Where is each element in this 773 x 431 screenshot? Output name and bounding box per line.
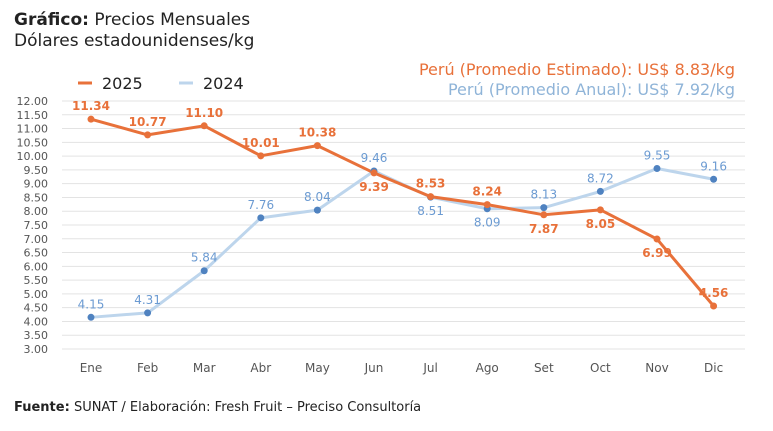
data-point-2024 <box>87 313 95 321</box>
data-label-2024: 7.76 <box>247 198 274 212</box>
x-tick-label: Nov <box>645 361 668 375</box>
footer-bold: Fuente: <box>14 400 70 415</box>
data-point-2025 <box>596 206 604 214</box>
data-label-2024: 9.46 <box>361 151 388 165</box>
y-tick-label: 7.50 <box>24 219 49 232</box>
data-label-2025: 8.05 <box>586 217 616 231</box>
x-tick-label: Ene <box>80 361 103 375</box>
y-tick-label: 9.50 <box>24 164 49 177</box>
legend-label: 2024 <box>203 74 244 93</box>
y-tick-label: 3.00 <box>24 343 49 356</box>
y-tick-label: 8.50 <box>24 191 49 204</box>
footer-text: SUNAT / Elaboración: Fresh Fruit – Preci… <box>73 400 422 415</box>
source-footer: Fuente: SUNAT / Elaboración: Fresh Fruit… <box>14 400 421 415</box>
data-label-2025: 4.56 <box>699 286 729 300</box>
x-tick-label: Ago <box>476 361 499 375</box>
x-tick-label: Jul <box>422 361 437 375</box>
data-label-2024: 8.09 <box>474 216 501 230</box>
data-point-2025 <box>313 142 321 150</box>
data-label-2024: 5.84 <box>191 251 218 265</box>
data-point-2024 <box>144 309 152 317</box>
data-point-2024 <box>313 206 321 214</box>
series-line-2024 <box>90 167 714 319</box>
y-tick-label: 4.00 <box>24 315 49 328</box>
data-point-2024 <box>596 187 604 195</box>
data-point-2025 <box>710 302 718 310</box>
data-point-2024 <box>653 165 661 173</box>
data-point-2025 <box>257 152 265 160</box>
x-tick-label: Oct <box>590 361 611 375</box>
y-tick-label: 6.50 <box>24 247 49 260</box>
data-label-2025: 8.24 <box>472 185 502 199</box>
data-label-2024: 8.72 <box>587 171 614 185</box>
y-tick-label: 3.50 <box>24 329 49 342</box>
y-tick-label: 12.00 <box>17 95 49 108</box>
data-label-2024: 8.04 <box>304 190 331 204</box>
subtitle: Dólares estadounidenses/kg <box>14 31 255 51</box>
data-point-2025 <box>144 131 152 139</box>
y-tick-label: 7.00 <box>24 233 49 246</box>
data-point-2025 <box>370 169 378 177</box>
data-point-2025 <box>653 235 661 243</box>
data-label-2025: 11.34 <box>72 99 110 113</box>
data-point-2024 <box>540 204 548 212</box>
data-label-2025: 7.87 <box>529 222 559 236</box>
y-tick-label: 4.50 <box>24 302 49 315</box>
data-point-2025 <box>200 122 208 130</box>
data-point-2024 <box>257 214 265 222</box>
data-label-2024: 9.55 <box>644 149 671 163</box>
data-point-2025 <box>87 115 95 123</box>
data-label-2024: 8.51 <box>417 204 444 218</box>
y-tick-label: 11.50 <box>17 109 49 122</box>
y-tick-label: 11.00 <box>17 123 49 136</box>
legend-label: 2025 <box>102 74 143 93</box>
x-tick-label: Jun <box>364 361 384 375</box>
data-point-2025 <box>427 193 435 201</box>
data-point-2024 <box>200 267 208 275</box>
y-tick-label: 10.00 <box>17 150 49 163</box>
y-tick-label: 9.00 <box>24 178 49 191</box>
y-tick-label: 5.00 <box>24 288 49 301</box>
x-tick-label: May <box>305 361 330 375</box>
y-tick-label: 8.00 <box>24 205 49 218</box>
y-tick-label: 5.50 <box>24 274 49 287</box>
x-tick-label: Abr <box>250 361 271 375</box>
data-label-2025: 10.01 <box>242 136 280 150</box>
data-point-2024 <box>710 175 718 183</box>
title-text: Precios Mensuales <box>94 10 251 30</box>
x-tick-label: Dic <box>704 361 723 375</box>
data-label-2025: 9.39 <box>359 180 389 194</box>
data-point-2025 <box>483 201 491 209</box>
x-tick-label: Feb <box>137 361 158 375</box>
data-label-2024: 4.31 <box>134 293 161 307</box>
data-label-2025: 8.53 <box>416 177 446 191</box>
x-tick-label: Mar <box>193 361 216 375</box>
avg-annual: Perú (Promedio Anual): US$ 7.92/kg <box>447 80 735 99</box>
data-label-2024: 8.13 <box>530 188 557 202</box>
data-label-2025: 6.99 <box>642 246 672 260</box>
data-label-2025: 11.10 <box>185 106 223 120</box>
data-label-2025: 10.38 <box>298 126 336 140</box>
data-point-2025 <box>540 211 548 219</box>
title-bold: Gráfico: <box>14 10 89 30</box>
y-tick-label: 10.50 <box>17 136 49 149</box>
avg-estimated: Perú (Promedio Estimado): US$ 8.83/kg <box>418 60 735 79</box>
data-label-2024: 9.16 <box>700 159 727 173</box>
data-label-2024: 4.15 <box>78 297 105 311</box>
series-line-2025 <box>90 117 715 307</box>
x-tick-label: Set <box>534 361 554 375</box>
chart-title: Gráfico: Precios Mensuales Dólares estad… <box>14 10 254 52</box>
y-tick-label: 6.00 <box>24 260 49 273</box>
data-label-2025: 10.77 <box>129 115 167 129</box>
